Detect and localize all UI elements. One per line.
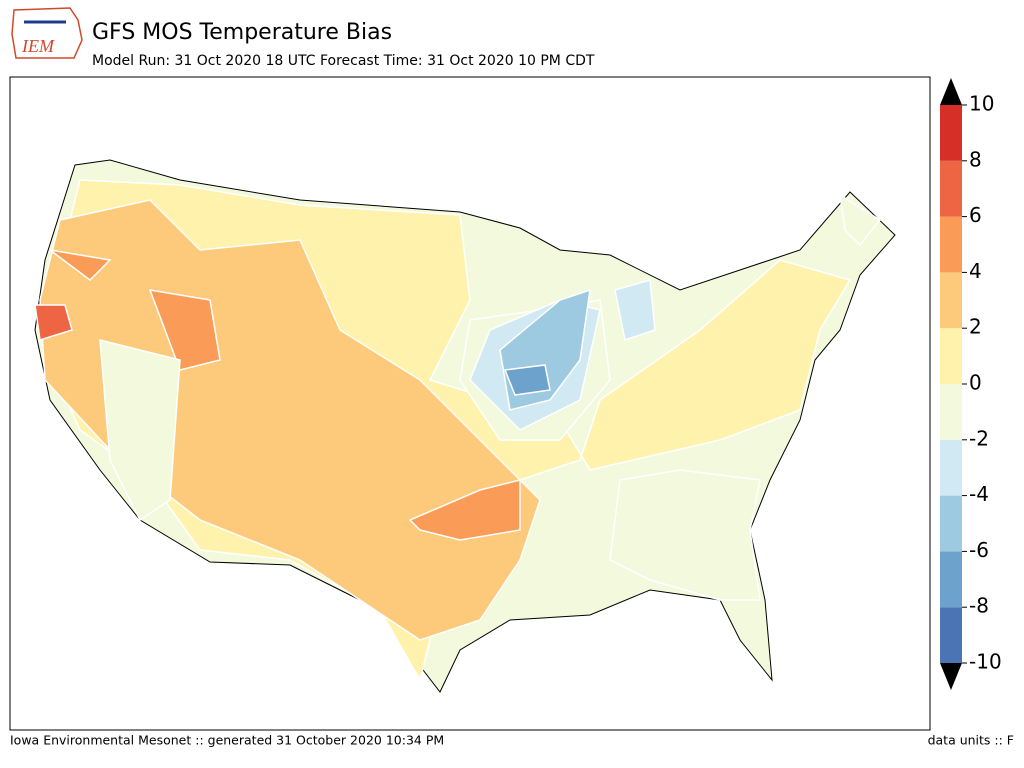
bias-region bbox=[503, 364, 551, 396]
subtitle: Model Run: 31 Oct 2020 18 UTC Forecast T… bbox=[92, 53, 595, 69]
colorbar: -10 -8 -6 -4 -2 0 2 4 6 8 10 bbox=[940, 78, 1002, 690]
map bbox=[34, 159, 896, 693]
bias-region bbox=[839, 193, 882, 247]
colorbar-bin bbox=[940, 216, 962, 273]
title: GFS MOS Temperature Bias bbox=[92, 20, 392, 45]
bias-region bbox=[148, 289, 221, 371]
colorbar-tick-label: -2 bbox=[969, 426, 989, 450]
colorbar-tick-label: 6 bbox=[969, 203, 982, 227]
bias-region bbox=[49, 249, 112, 281]
colorbar-bin bbox=[940, 495, 962, 552]
colorbar-tick-label: -8 bbox=[969, 594, 989, 618]
colorbar-bin bbox=[940, 105, 962, 161]
logo: IEM bbox=[11, 7, 83, 59]
colorbar-tick-label: 0 bbox=[969, 371, 982, 395]
colorbar-tick-label: -10 bbox=[969, 650, 1002, 674]
footer-right: data units :: F bbox=[928, 733, 1014, 748]
footer-left: Iowa Environmental Mesonet :: generated … bbox=[10, 733, 444, 748]
colorbar-tick-label: -6 bbox=[969, 538, 989, 562]
colorbar-bin bbox=[940, 272, 962, 329]
bias-region bbox=[34, 304, 73, 341]
colorbar-bin bbox=[940, 160, 962, 217]
colorbar-bin bbox=[940, 551, 962, 608]
colorbar-bin bbox=[940, 384, 962, 440]
colorbar-tick-label: 2 bbox=[969, 315, 982, 339]
colorbar-tick-label: 8 bbox=[969, 147, 982, 171]
colorbar-bin bbox=[940, 607, 962, 663]
bias-region bbox=[614, 279, 656, 341]
colorbar-arrow-bottom bbox=[940, 663, 962, 690]
logo-text: IEM bbox=[21, 36, 55, 56]
colorbar-tick-label: 4 bbox=[969, 259, 982, 283]
colorbar-tick-label: 10 bbox=[969, 92, 994, 116]
bias-region bbox=[408, 479, 521, 541]
bias-region bbox=[99, 339, 181, 522]
bias-region bbox=[609, 469, 761, 601]
colorbar-tick-label: -4 bbox=[969, 482, 989, 506]
colorbar-bin bbox=[940, 439, 962, 496]
colorbar-bin bbox=[940, 328, 962, 384]
colorbar-arrow-top bbox=[940, 78, 962, 105]
